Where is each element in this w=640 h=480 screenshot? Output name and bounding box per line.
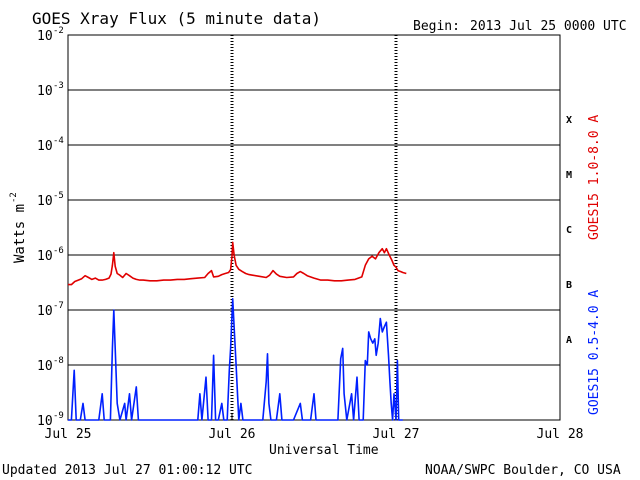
x-tick-label: Jul 27 — [373, 427, 420, 442]
y-tick-label-exponent: -5 — [53, 191, 64, 201]
grid-lines — [68, 89, 560, 366]
series-layer — [68, 241, 407, 421]
flare-class-label: C — [566, 225, 572, 236]
flare-class-label: X — [566, 115, 572, 126]
flare-class-labels: X M C B A — [566, 115, 572, 346]
y-tick-label-base: 10 — [37, 84, 53, 99]
x-tick: Jul 28 — [537, 414, 584, 442]
begin-value: 2013 Jul 25 0000 UTC — [470, 19, 627, 34]
x-tick-label: Jul 25 — [45, 427, 92, 442]
y-tick: 10 -6 — [37, 246, 72, 264]
y-tick-label-exponent: -2 — [53, 26, 64, 36]
day-separator-lines — [230, 35, 398, 420]
legend-series-long-wavelength: GOES15 1.0-8.0 A — [587, 115, 602, 240]
y-tick-label-base: 10 — [37, 139, 53, 154]
flare-class-label: A — [566, 335, 572, 346]
y-axis-label-exponent: -2 — [9, 192, 19, 203]
flare-class-label: B — [566, 280, 572, 291]
y-tick: 10 -5 — [37, 191, 72, 209]
legend-series-short-wavelength: GOES15 0.5-4.0 A — [587, 290, 602, 415]
x-axis-label: Universal Time — [269, 443, 379, 458]
series-line-long-wavelength — [68, 241, 407, 286]
y-tick-label-base: 10 — [37, 194, 53, 209]
y-tick-label-base: 10 — [37, 304, 53, 319]
y-axis-label-main: Watts m — [12, 204, 28, 263]
y-axis-label: Watts m -2 — [9, 192, 28, 263]
y-tick: 10 -4 — [37, 136, 72, 154]
x-tick-label: Jul 28 — [537, 427, 584, 442]
y-tick-label-base: 10 — [37, 249, 53, 264]
data-source: NOAA/SWPC Boulder, CO USA — [425, 463, 621, 478]
y-tick: 10 -3 — [37, 81, 72, 99]
updated-timestamp: Updated 2013 Jul 27 01:00:12 UTC — [2, 463, 252, 478]
y-tick-label-exponent: -6 — [53, 246, 64, 256]
y-tick: 10 -7 — [37, 301, 72, 319]
x-tick-label: Jul 26 — [209, 427, 256, 442]
y-tick-label-exponent: -4 — [53, 136, 64, 146]
x-tick: Jul 25 — [45, 414, 92, 442]
y-tick: 10 -2 — [37, 26, 72, 44]
y-tick-label-base: 10 — [37, 29, 53, 44]
y-tick: 10 -8 — [37, 356, 72, 374]
flare-class-label: M — [566, 170, 572, 181]
y-axis-ticks: 10-910-810-710-610-510-410-310-2 — [37, 26, 72, 429]
y-tick-label-exponent: -9 — [53, 411, 64, 421]
y-tick-label-exponent: -7 — [53, 301, 64, 311]
y-tick-label-base: 10 — [37, 359, 53, 374]
series-line-short-wavelength — [68, 297, 403, 421]
chart-title: GOES Xray Flux (5 minute data) — [32, 9, 321, 28]
y-tick-label-exponent: -8 — [53, 356, 64, 366]
plot-area — [67, 34, 561, 421]
begin-label: Begin: — [413, 19, 460, 34]
y-tick-label-exponent: -3 — [53, 81, 64, 91]
y-tick-label-base: 10 — [37, 414, 53, 429]
x-tick: Jul 26 — [209, 414, 256, 442]
